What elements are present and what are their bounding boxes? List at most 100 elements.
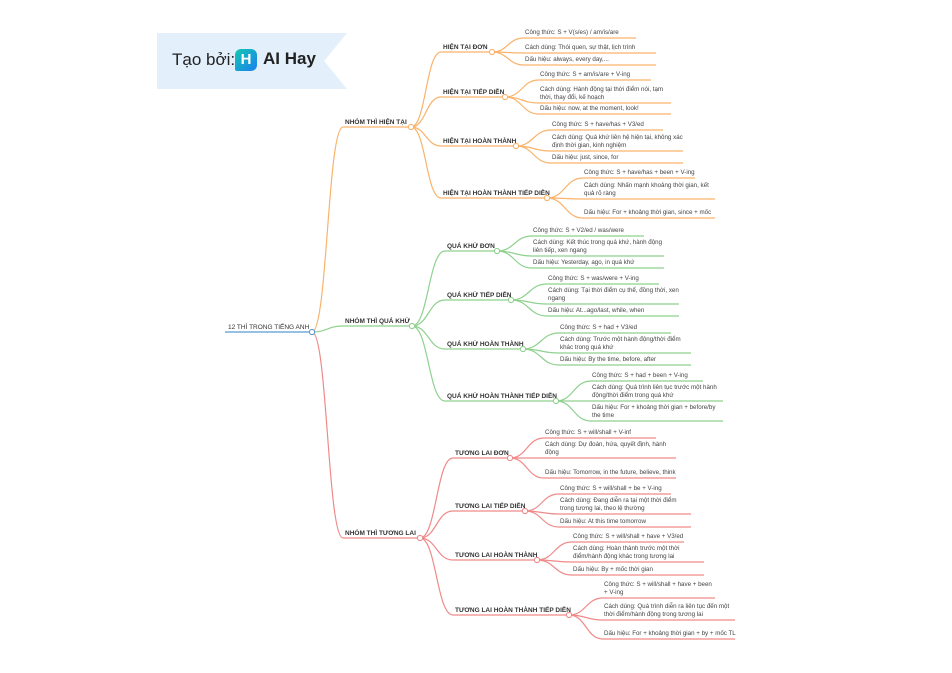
group-to-tense-connector [419, 537, 454, 616]
leaf-usage[interactable]: Cách dùng: Trước một hành động/thời điểm… [560, 336, 681, 351]
leaf-signal[interactable]: Dấu hiệu: At this time tomorrow [560, 518, 646, 525]
tense-collapse-toggle[interactable] [552, 397, 560, 405]
created-by-label: Tạo bởi: [172, 50, 236, 69]
tense-node[interactable]: QUÁ KHỨ TIẾP DIỄN [447, 292, 512, 299]
tense-node[interactable]: QUÁ KHỨ HOÀN THÀNH TIẾP DIỄN [447, 393, 557, 400]
leaf-formula[interactable]: Công thức: S + will/shall + V-inf [545, 429, 631, 436]
tense-node[interactable]: HIỆN TẠI TIẾP DIỄN [443, 89, 505, 96]
tense-to-leaf-connector [568, 614, 604, 640]
tense-collapse-toggle[interactable] [506, 454, 514, 462]
tense-to-leaf-connector [491, 37, 525, 53]
leaf-usage[interactable]: Cách dùng: Kết thúc trong quá khứ, hành … [533, 239, 663, 254]
tense-to-leaf-connector [509, 457, 545, 479]
tense-collapse-toggle[interactable] [493, 247, 501, 255]
group-to-tense-connector [411, 325, 446, 402]
tense-to-leaf-connector [522, 332, 560, 350]
tense-to-leaf-connector [546, 177, 584, 199]
leaf-usage[interactable]: Cách dùng: Thói quen, sự thật, lịch trìn… [525, 44, 636, 51]
tense-collapse-toggle[interactable] [519, 345, 527, 353]
group-collapse-toggle[interactable] [408, 322, 416, 330]
leaf-signal[interactable]: Dấu hiệu: At...ago/last, while, when [548, 307, 645, 314]
leaf-formula[interactable]: Công thức: S + had + been + V-ing [592, 372, 688, 379]
tense-to-leaf-connector [504, 96, 540, 115]
leaf-usage[interactable]: Cách dùng: Đang diễn ra tại một thời điể… [560, 497, 677, 512]
tense-node[interactable]: QUÁ KHỨ ĐƠN [447, 243, 495, 250]
tense-to-leaf-connector [536, 541, 573, 561]
group-to-tense-connector [419, 510, 454, 539]
group-collapse-toggle[interactable] [416, 534, 424, 542]
group-node[interactable]: NHÓM THÌ QUÁ KHỨ [345, 318, 410, 325]
tense-collapse-toggle[interactable] [501, 93, 509, 101]
leaf-formula[interactable]: Công thức: S + V(s/es) / am/is/are [525, 29, 619, 36]
root-collapse-toggle[interactable] [308, 328, 316, 336]
leaf-usage[interactable]: Cách dùng: Quá trình diễn ra liên tục đế… [604, 603, 730, 618]
leaf-formula[interactable]: Công thức: S + will/shall + have + been … [604, 581, 712, 596]
leaf-formula[interactable]: Công thức: S + was/were + V-ing [548, 275, 639, 282]
leaf-formula[interactable]: Công thức: S + will/shall + have + V3/ed [573, 533, 684, 540]
tense-node[interactable]: TƯƠNG LAI TIẾP DIỄN [455, 503, 526, 510]
leaf-usage[interactable]: Cách dùng: Hoàn thành trước một thời điể… [573, 545, 680, 560]
tense-to-leaf-connector [509, 437, 545, 459]
group-to-tense-connector [410, 126, 442, 199]
leaf-usage[interactable]: Cách dùng: Hành động tại thời điểm nói, … [540, 86, 664, 101]
tense-to-leaf-connector [515, 129, 552, 147]
tense-node[interactable]: HIỆN TẠI HOÀN THÀNH TIẾP DIỄN [443, 190, 550, 197]
leaf-formula[interactable]: Công thức: S + had + V3/ed [560, 324, 638, 331]
tense-to-leaf-connector [510, 299, 548, 317]
root-node[interactable]: 12 THÌ TRONG TIẾNG ANH [228, 324, 310, 331]
leaf-signal[interactable]: Dấu hiệu: just, since, for [552, 154, 619, 161]
tense-to-leaf-connector [555, 380, 592, 402]
tense-collapse-toggle[interactable] [521, 507, 529, 515]
leaf-signal[interactable]: Dấu hiệu: always, every day,... [525, 56, 609, 63]
leaf-signal[interactable]: Dấu hiệu: For + khoảng thời gian + by + … [604, 630, 736, 637]
tense-collapse-toggle[interactable] [512, 142, 520, 150]
tense-to-leaf-connector [496, 235, 533, 252]
tense-to-leaf-connector [555, 400, 592, 422]
leaf-signal[interactable]: Dấu hiệu: By + mốc thời gian [573, 566, 653, 573]
leaf-signal[interactable]: Dấu hiệu: Yesterday, ago, in quá khứ [533, 259, 635, 266]
leaf-usage[interactable]: Cách dùng: Quá trình liên tục trước một … [592, 384, 717, 399]
tense-collapse-toggle[interactable] [507, 296, 515, 304]
created-by-badge: Tạo bởi: H AI Hay [157, 33, 347, 89]
leaf-signal[interactable]: Dấu hiệu: Tomorrow, in the future, belie… [545, 469, 676, 476]
tense-to-leaf-connector [510, 283, 548, 301]
tense-collapse-toggle[interactable] [565, 611, 573, 619]
tense-to-leaf-connector [515, 145, 552, 164]
tense-node[interactable]: TƯƠNG LAI HOÀN THÀNH [455, 552, 538, 559]
tense-node[interactable]: HIỆN TẠI ĐƠN [443, 44, 488, 51]
leaf-usage[interactable]: Cách dùng: Nhấn mạnh khoảng thời gian, k… [584, 182, 709, 197]
group-node[interactable]: NHÓM THÌ TƯƠNG LAI [345, 530, 416, 537]
root-to-group-connector [311, 331, 344, 539]
leaf-formula[interactable]: Công thức: S + have/has + been + V-ing [584, 169, 695, 176]
group-to-tense-connector [411, 299, 446, 327]
tense-collapse-toggle[interactable] [543, 194, 551, 202]
tense-node[interactable]: HIỆN TẠI HOÀN THÀNH [443, 138, 517, 145]
group-collapse-toggle[interactable] [407, 123, 415, 131]
leaf-signal[interactable]: Dấu hiệu: For + khoảng thời gian + befor… [592, 404, 716, 419]
ai-hay-logo-icon: H [235, 49, 257, 71]
leaf-formula[interactable]: Công thức: S + V2/ed / was/were [533, 227, 624, 234]
tense-node[interactable]: QUÁ KHỨ HOÀN THÀNH [447, 341, 524, 348]
leaf-usage[interactable]: Cách dùng: Dự đoán, hứa, quyết định, hàn… [545, 441, 667, 456]
leaf-formula[interactable]: Công thức: S + have/has + V3/ed [552, 121, 644, 128]
brand-name: AI Hay [263, 49, 316, 68]
tense-to-leaf-connector [496, 250, 533, 269]
leaf-signal[interactable]: Dấu hiệu: now, at the moment, look! [540, 105, 639, 112]
tense-to-leaf-connector [524, 510, 560, 528]
leaf-signal[interactable]: Dấu hiệu: By the time, before, after [560, 356, 656, 363]
tense-node[interactable]: TƯƠNG LAI HOÀN THÀNH TIẾP DIỄN [455, 607, 571, 614]
group-node[interactable]: NHÓM THÌ HIỆN TẠI [345, 119, 407, 126]
tense-collapse-toggle[interactable] [488, 48, 496, 56]
leaf-usage[interactable]: Cách dùng: Tại thời điểm cụ thể, đồng th… [548, 287, 679, 302]
tense-to-leaf-connector [522, 348, 560, 366]
tense-to-leaf-connector [568, 597, 604, 616]
group-to-tense-connector [411, 250, 446, 327]
leaf-formula[interactable]: Công thức: S + will/shall + be + V-ing [560, 485, 662, 492]
leaf-signal[interactable]: Dấu hiệu: For + khoảng thời gian, since … [584, 209, 712, 216]
leaf-usage[interactable]: Cách dùng: Quá khứ liên hệ hiện tại, khô… [552, 134, 683, 149]
leaf-formula[interactable]: Công thức: S + am/is/are + V-ing [540, 71, 631, 78]
tense-node[interactable]: TƯƠNG LAI ĐƠN [455, 450, 509, 457]
group-to-tense-connector [419, 457, 454, 539]
tense-collapse-toggle[interactable] [533, 556, 541, 564]
